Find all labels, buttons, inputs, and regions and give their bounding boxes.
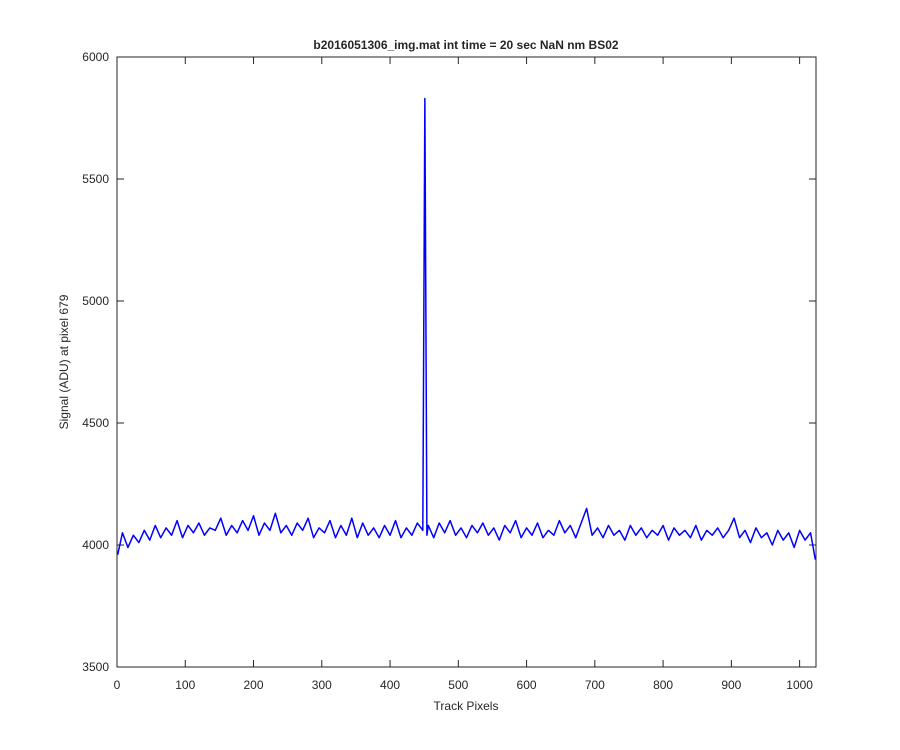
data-line [116, 97, 817, 560]
x-axis-label: Track Pixels [434, 699, 499, 713]
x-tick-label: 200 [244, 678, 264, 692]
x-tick-label: 600 [517, 678, 537, 692]
y-tick-label: 5500 [82, 172, 109, 186]
x-tick-label: 100 [175, 678, 195, 692]
x-tick-label: 700 [585, 678, 605, 692]
x-tick-label: 500 [448, 678, 468, 692]
chart-title: b2016051306_img.mat int time = 20 sec Na… [313, 38, 618, 52]
x-tick-label: 1000 [786, 678, 813, 692]
x-tick-label: 300 [312, 678, 332, 692]
plot-area [116, 56, 817, 668]
y-tick-label: 4500 [82, 416, 109, 430]
y-tick-label: 3500 [82, 660, 109, 674]
y-axis-label: Signal (ADU) at pixel 679 [57, 294, 71, 429]
x-tick-label: 900 [721, 678, 741, 692]
y-tick-label: 4000 [82, 538, 109, 552]
x-tick-label: 0 [114, 678, 121, 692]
x-tick-label: 400 [380, 678, 400, 692]
y-tick-label: 6000 [82, 50, 109, 64]
y-tick-label: 5000 [82, 294, 109, 308]
x-tick-label: 800 [653, 678, 673, 692]
